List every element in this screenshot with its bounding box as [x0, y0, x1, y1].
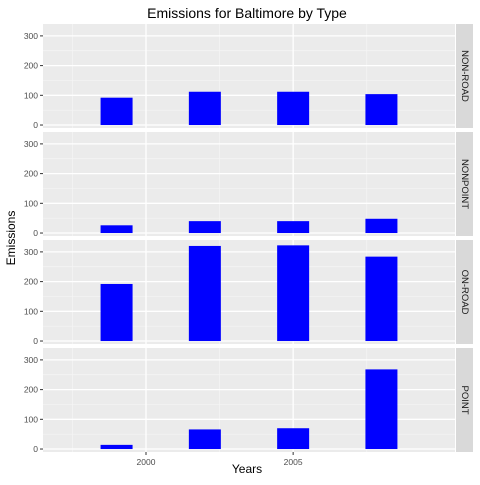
bar [365, 369, 398, 450]
facet-non-road: 0 100 200 300 NON-ROAD [24, 24, 473, 130]
bar [188, 91, 221, 126]
bar [277, 221, 310, 234]
bar [100, 444, 133, 450]
bar [277, 91, 310, 126]
x-tick-label: 2005 [284, 457, 303, 467]
bar [188, 245, 221, 342]
facet-strip [456, 348, 473, 452]
facet-strip-label: NONPOINT [459, 159, 470, 209]
facet-on-road: 0 100 200 300 ON-ROAD [24, 240, 473, 346]
y-tick-label: 300 [24, 31, 38, 41]
y-axis-label: Emissions [4, 211, 18, 266]
facet-strip-label: ON-ROAD [459, 270, 470, 315]
bar [365, 218, 398, 234]
bar [100, 283, 133, 342]
facet-strip [456, 240, 473, 344]
bar [188, 429, 221, 450]
y-tick-label: 200 [24, 277, 38, 287]
y-tick-label: 300 [24, 247, 38, 257]
chart-title: Emissions for Baltimore by Type [147, 5, 347, 21]
facet-strip [456, 132, 473, 236]
y-tick-label: 100 [24, 198, 38, 208]
y-tick-label: 200 [24, 169, 38, 179]
y-tick-label: 0 [33, 444, 38, 454]
bar [100, 97, 133, 126]
facet-strip [456, 24, 473, 128]
panel-background [43, 132, 455, 236]
y-tick-label: 0 [33, 228, 38, 238]
facet-strip-label: NON-ROAD [459, 50, 470, 102]
facet-panels: 0 100 200 300 NON-ROAD 0 100 200 300 NONPOINT 0 100… [24, 24, 473, 467]
x-tick-label: 2000 [137, 457, 156, 467]
y-tick-label: 300 [24, 139, 38, 149]
bar [277, 428, 310, 450]
bar [365, 256, 398, 342]
y-tick-label: 100 [24, 306, 38, 316]
bar [100, 225, 133, 234]
bar [277, 245, 310, 342]
facet-strip-label: POINT [459, 385, 470, 414]
y-tick-label: 200 [24, 61, 38, 71]
facet-point: 0 100 200 300 POINT [24, 348, 473, 454]
y-tick-label: 100 [24, 90, 38, 100]
y-tick-label: 200 [24, 385, 38, 395]
y-tick-label: 100 [24, 414, 38, 424]
y-tick-label: 0 [33, 120, 38, 130]
bar [188, 221, 221, 234]
bar [365, 94, 398, 126]
facet-nonpoint: 0 100 200 300 NONPOINT [24, 132, 473, 238]
y-tick-label: 0 [33, 336, 38, 346]
y-tick-label: 300 [24, 355, 38, 365]
x-axis-label: Years [232, 462, 262, 476]
